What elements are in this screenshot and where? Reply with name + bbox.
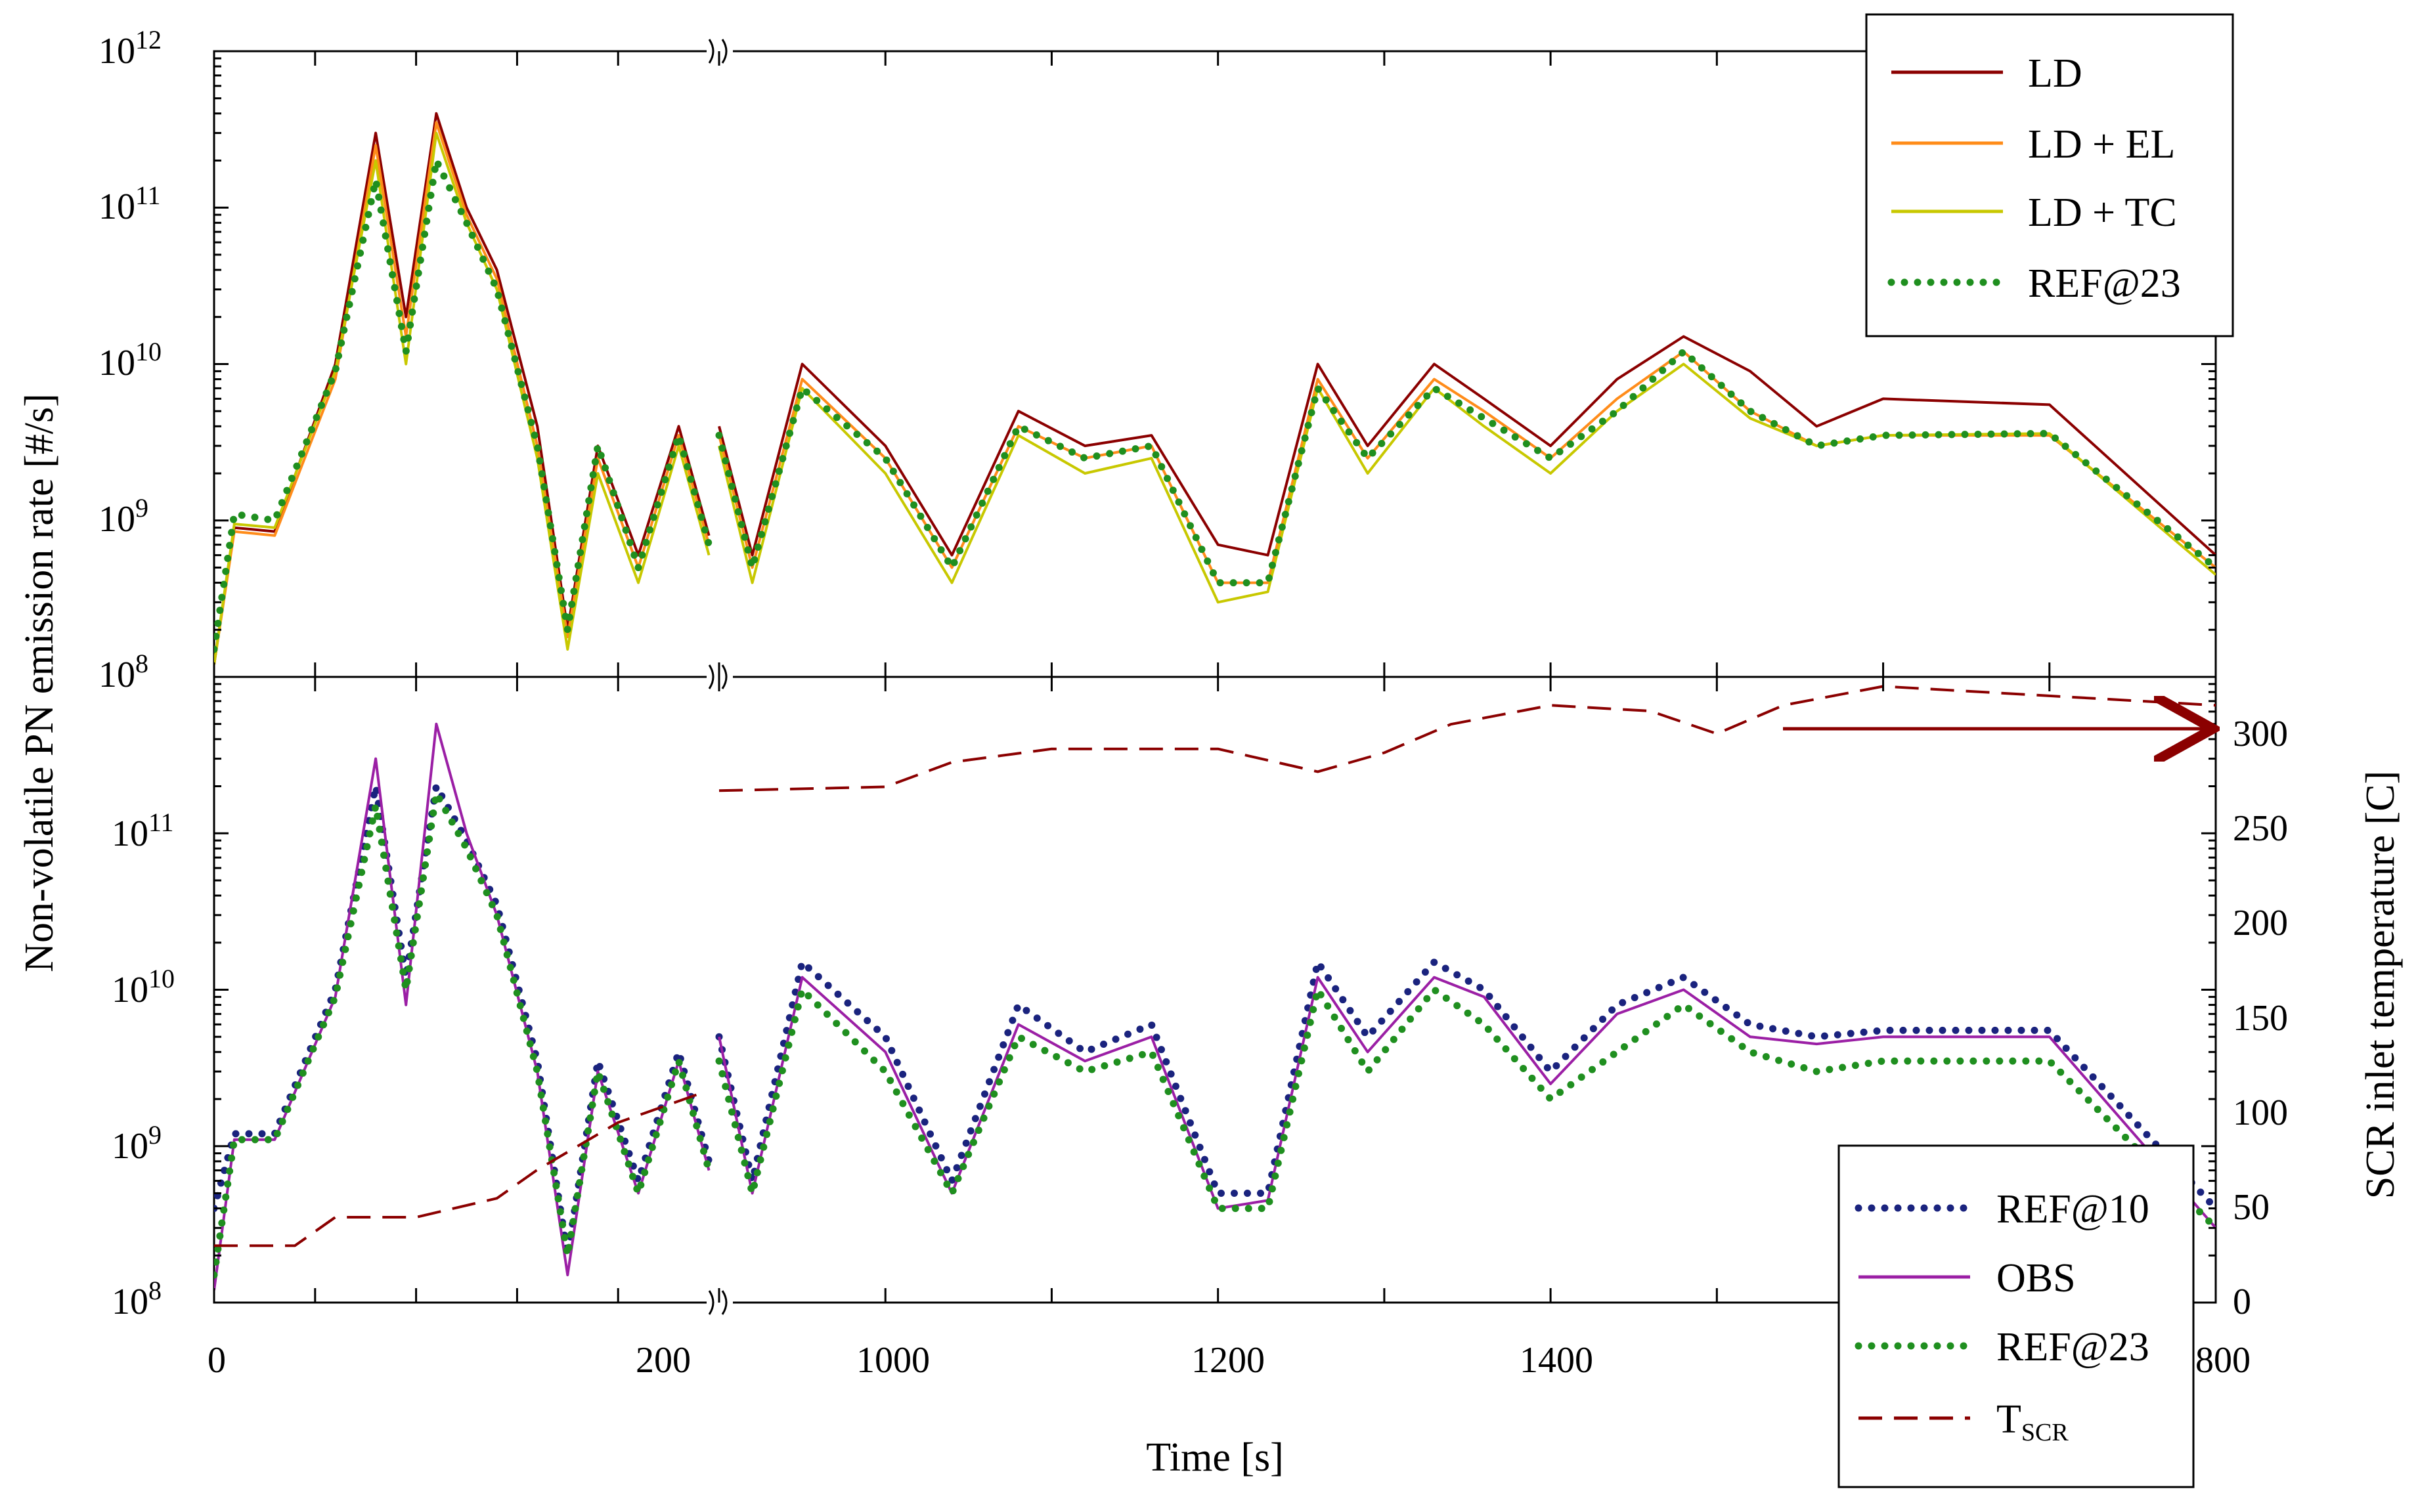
top-y-tick-label: 109 <box>99 493 148 540</box>
y2-tick-label: 0 <box>2233 1282 2251 1322</box>
bottom-y-tick-label: 1011 <box>112 808 174 854</box>
legend-label-ref23-bottom: REF@23 <box>1996 1325 2149 1370</box>
y2-tick-labels: 0 50 100 150 200 250 300 <box>2233 714 2288 1322</box>
legend-label-ld-el: LD + EL <box>2028 122 2175 167</box>
y2-tick-label: 50 <box>2233 1187 2270 1228</box>
y2-tick-label: 250 <box>2233 808 2288 849</box>
series-line-top-ref-23-seg0 <box>214 157 713 653</box>
x-tick-label: 1200 <box>1191 1340 1265 1381</box>
y-axis-title: Non-volatile PN emission rate [#/s] <box>17 393 62 972</box>
x-tick-label: 1000 <box>856 1340 930 1381</box>
series-line-bottom-ref-23-seg1 <box>715 986 2216 1232</box>
x-tick-label: 1400 <box>1520 1340 1593 1381</box>
x-axis-title: Time [s] <box>1146 1435 1284 1480</box>
top-y-tick-label: 1012 <box>99 25 162 72</box>
bottom-y-tick-label: 109 <box>112 1120 162 1167</box>
bottom-y-tick-labels: 108 109 1010 1011 <box>112 808 175 1322</box>
y2-tick-label: 100 <box>2233 1092 2288 1133</box>
y2-axis-title: SCR inlet temperature [C] <box>2358 771 2403 1199</box>
bottom-y-tick-label: 108 <box>112 1276 162 1322</box>
legend-label-obs: OBS <box>1996 1256 2076 1301</box>
x-tick-label: 0 <box>208 1340 226 1381</box>
top-y-tick-label: 108 <box>99 649 148 695</box>
series-line-bottom-t-scr-seg0 <box>214 1092 699 1247</box>
legend-top: LD LD + EL LD + TC REF@23 <box>1865 13 2234 337</box>
x-tick-labels: 0 200 1000 1200 1400 800 <box>208 1340 2251 1381</box>
series-line-top-ref-23-seg1 <box>715 348 2216 587</box>
bottom-y-tick-label: 1010 <box>112 964 175 1010</box>
y2-tick-label: 200 <box>2233 903 2288 943</box>
legend-label-ref23-top: REF@23 <box>2028 261 2181 306</box>
top-series-group <box>214 112 2216 665</box>
bottom-series-group <box>214 685 2216 1291</box>
legend-bottom-frame <box>1837 1144 2195 1488</box>
series-line-bottom-obs-seg1 <box>718 976 2216 1229</box>
legend-label-ld: LD <box>2028 51 2082 96</box>
top-y-tick-label: 1011 <box>99 181 161 227</box>
series-line-bottom-ref-23-seg0 <box>214 789 713 1279</box>
x-tick-label: 800 <box>2195 1340 2251 1381</box>
series-line-bottom-obs-seg0 <box>214 722 711 1291</box>
series-line-top-ld-seg1 <box>718 335 2216 557</box>
top-y-tick-label: 1010 <box>99 337 162 383</box>
series-line-bottom-t-scr-seg1 <box>718 685 2216 792</box>
legend-label-tscr: TSCR <box>1996 1397 2069 1446</box>
y2-tick-label: 300 <box>2233 714 2288 754</box>
top-y-tick-labels: 108 109 1010 1011 1012 <box>99 25 162 695</box>
x-tick-label: 200 <box>636 1340 691 1381</box>
legend-label-ld-tc: LD + TC <box>2028 190 2177 235</box>
legend-label-ref10: REF@10 <box>1996 1187 2149 1232</box>
legend-bottom: REF@10 OBS REF@23 TSCR <box>1837 1144 2195 1488</box>
y2-tick-label: 150 <box>2233 998 2288 1039</box>
series-line-bottom-ref-10-seg1 <box>715 959 2216 1213</box>
tick-marks <box>213 50 2217 1304</box>
